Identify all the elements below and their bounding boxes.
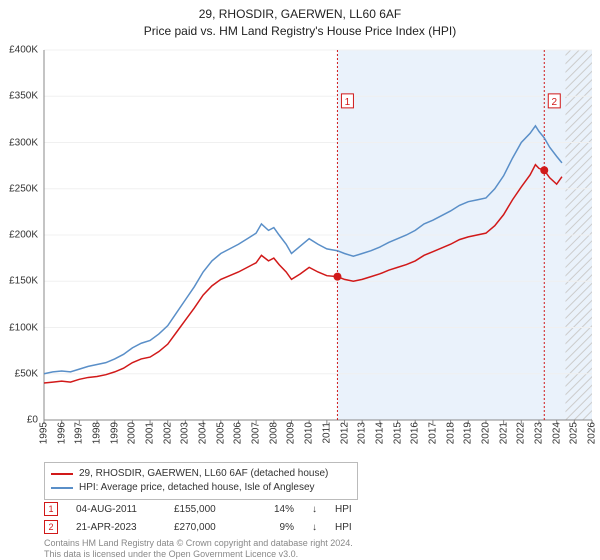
marker-num-1: 1 xyxy=(48,504,53,514)
marker-num-2: 2 xyxy=(48,522,53,532)
x-tick-label: 2011 xyxy=(321,422,332,444)
x-tick-label: 2015 xyxy=(392,422,403,444)
footer-line-1: Contains HM Land Registry data © Crown c… xyxy=(44,538,353,549)
x-tick-label: 2014 xyxy=(374,422,385,444)
x-tick-label: 2021 xyxy=(498,422,509,444)
marker-suffix-2: HPI xyxy=(335,522,352,533)
x-tick-label: 2012 xyxy=(339,422,350,444)
y-tick-label: £300K xyxy=(0,137,38,148)
x-tick-label: 2001 xyxy=(145,422,156,444)
x-tick-label: 2026 xyxy=(587,422,598,444)
legend-swatch-hpi xyxy=(51,487,73,489)
y-tick-label: £400K xyxy=(0,45,38,56)
footer-line-2: This data is licensed under the Open Gov… xyxy=(44,549,353,560)
x-tick-label: 1996 xyxy=(56,422,67,444)
title-line-2: Price paid vs. HM Land Registry's House … xyxy=(0,23,600,40)
sale-marker-row-2: 2 21-APR-2023 £270,000 9% ↓ HPI xyxy=(44,518,352,536)
x-tick-label: 1995 xyxy=(39,422,50,444)
legend-item-property: 29, RHOSDIR, GAERWEN, LL60 6AF (detached… xyxy=(51,467,351,481)
x-tick-label: 2013 xyxy=(357,422,368,444)
marker-date-1: 04-AUG-2011 xyxy=(76,504,156,515)
x-tick-label: 2006 xyxy=(233,422,244,444)
marker-pct-1: 14% xyxy=(258,504,294,515)
footer-note: Contains HM Land Registry data © Crown c… xyxy=(44,538,353,560)
marker-box-2: 2 xyxy=(44,520,58,534)
x-tick-label: 2010 xyxy=(304,422,315,444)
marker-price-1: £155,000 xyxy=(174,504,240,515)
x-tick-label: 2017 xyxy=(427,422,438,444)
chart-area: 12 £0£50K£100K£150K£200K£250K£300K£350K£… xyxy=(44,50,592,420)
y-tick-label: £250K xyxy=(0,183,38,194)
x-tick-label: 2005 xyxy=(215,422,226,444)
sale-markers-table: 1 04-AUG-2011 £155,000 14% ↓ HPI 2 21-AP… xyxy=(44,500,352,536)
y-tick-label: £350K xyxy=(0,91,38,102)
marker-price-2: £270,000 xyxy=(174,522,240,533)
x-tick-label: 2016 xyxy=(410,422,421,444)
marker-pct-2: 9% xyxy=(258,522,294,533)
sale-marker-row-1: 1 04-AUG-2011 £155,000 14% ↓ HPI xyxy=(44,500,352,518)
x-tick-label: 2004 xyxy=(198,422,209,444)
marker-arrow-2: ↓ xyxy=(312,522,317,533)
x-tick-label: 2019 xyxy=(463,422,474,444)
x-tick-label: 2008 xyxy=(268,422,279,444)
marker-box-1: 1 xyxy=(44,502,58,516)
x-tick-label: 2003 xyxy=(180,422,191,444)
legend-swatch-property xyxy=(51,473,73,475)
legend-label-hpi: HPI: Average price, detached house, Isle… xyxy=(79,481,315,495)
x-tick-label: 2024 xyxy=(551,422,562,444)
x-tick-label: 2009 xyxy=(286,422,297,444)
x-tick-label: 2020 xyxy=(480,422,491,444)
x-tick-label: 2025 xyxy=(569,422,580,444)
marker-arrow-1: ↓ xyxy=(312,504,317,515)
legend-label-property: 29, RHOSDIR, GAERWEN, LL60 6AF (detached… xyxy=(79,467,328,481)
marker-suffix-1: HPI xyxy=(335,504,352,515)
y-tick-label: £0 xyxy=(0,415,38,426)
y-tick-label: £50K xyxy=(0,368,38,379)
x-tick-label: 1997 xyxy=(74,422,85,444)
x-tick-label: 2000 xyxy=(127,422,138,444)
y-tick-label: £150K xyxy=(0,276,38,287)
x-tick-label: 2002 xyxy=(162,422,173,444)
chart-title: 29, RHOSDIR, GAERWEN, LL60 6AF Price pai… xyxy=(0,0,600,40)
chart-svg: 12 xyxy=(44,50,592,420)
x-tick-label: 2007 xyxy=(251,422,262,444)
x-tick-label: 2018 xyxy=(445,422,456,444)
y-tick-label: £200K xyxy=(0,230,38,241)
x-tick-label: 2023 xyxy=(533,422,544,444)
title-line-1: 29, RHOSDIR, GAERWEN, LL60 6AF xyxy=(0,6,600,23)
x-tick-label: 2022 xyxy=(516,422,527,444)
x-tick-label: 1999 xyxy=(109,422,120,444)
legend-item-hpi: HPI: Average price, detached house, Isle… xyxy=(51,481,351,495)
marker-date-2: 21-APR-2023 xyxy=(76,522,156,533)
legend: 29, RHOSDIR, GAERWEN, LL60 6AF (detached… xyxy=(44,462,358,500)
x-tick-label: 1998 xyxy=(92,422,103,444)
svg-text:1: 1 xyxy=(345,97,351,108)
y-tick-label: £100K xyxy=(0,322,38,333)
svg-text:2: 2 xyxy=(551,97,557,108)
